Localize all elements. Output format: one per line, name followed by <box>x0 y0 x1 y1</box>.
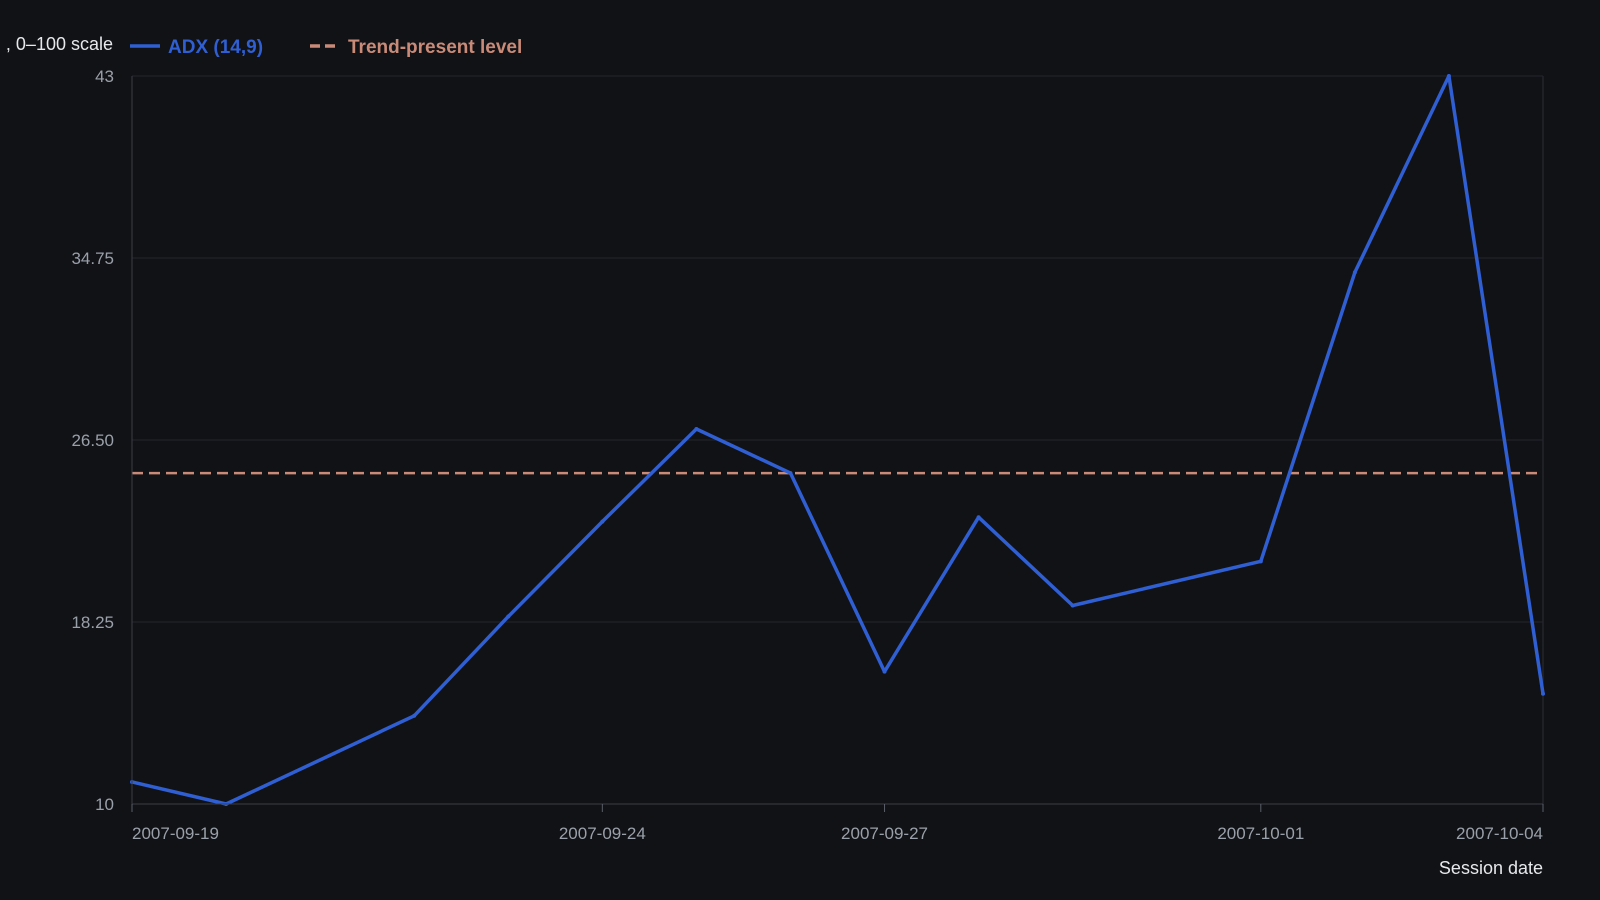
x-tick-label: 2007-09-27 <box>841 824 928 843</box>
adx-data-point <box>882 669 887 674</box>
x-tick-label: 2007-10-04 <box>1456 824 1543 843</box>
adx-data-point <box>976 515 981 520</box>
y-axis-label: , 0–100 scale <box>6 34 113 54</box>
x-tick-label: 2007-10-01 <box>1217 824 1304 843</box>
y-tick-label: 10 <box>95 795 114 814</box>
x-tick-label: 2007-09-19 <box>132 824 219 843</box>
adx-data-point <box>1352 270 1357 275</box>
adx-data-point <box>1541 691 1545 696</box>
x-axis-label: Session date <box>1439 858 1543 878</box>
adx-series-line <box>130 74 1545 806</box>
legend: ADX (14,9) Trend-present level <box>130 37 522 58</box>
x-tick-label: 2007-09-24 <box>559 824 646 843</box>
y-tick-label: 26.50 <box>71 431 114 450</box>
y-tick-label: 43 <box>95 67 114 86</box>
grid <box>132 75 1544 804</box>
legend-item-trend-level[interactable]: Trend-present level <box>310 37 522 58</box>
legend-item-adx[interactable]: ADX (14,9) <box>130 37 263 58</box>
adx-data-point <box>1258 559 1263 564</box>
adx-data-point <box>1446 74 1451 78</box>
adx-data-point <box>600 519 605 524</box>
y-tick-label: 18.25 <box>71 613 114 632</box>
adx-data-point <box>412 713 417 718</box>
adx-data-point <box>788 471 793 476</box>
axes: 10 18.25 26.50 34.75 43 2007-09-19 2007-09-24 2… <box>71 67 1544 843</box>
legend-label-trend-level: Trend-present level <box>348 37 522 58</box>
adx-data-point <box>694 426 699 431</box>
series <box>130 74 1545 806</box>
legend-label-adx: ADX (14,9) <box>168 37 263 58</box>
adx-data-point <box>506 614 511 619</box>
adx-data-point <box>1070 603 1075 608</box>
y-tick-label: 34.75 <box>71 249 114 268</box>
